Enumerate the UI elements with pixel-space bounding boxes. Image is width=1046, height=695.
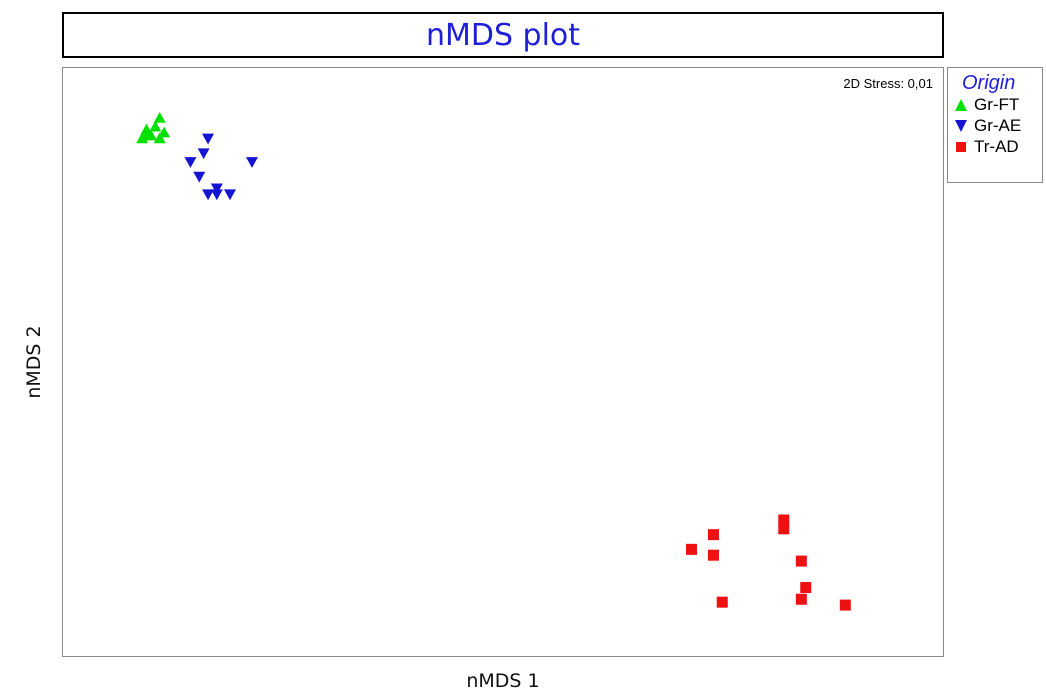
data-point-gr-ae-2 <box>184 157 197 168</box>
scatter-plot <box>136 111 851 611</box>
data-point-gr-ae-6 <box>202 189 215 201</box>
data-point-tr-ad-6 <box>800 581 812 593</box>
data-point-gr-ft-3 <box>158 126 171 138</box>
legend-item-gr-ae: Gr-AE <box>954 115 1042 136</box>
data-point-gr-ft-5 <box>144 129 157 141</box>
data-point-tr-ad-1 <box>778 523 790 535</box>
data-point-gr-ae-5 <box>210 183 223 195</box>
stress-annotation: 2D Stress: 0,01 <box>843 76 933 91</box>
series-gr-ae <box>184 133 258 201</box>
data-point-gr-ae-0 <box>202 133 215 145</box>
data-point-tr-ad-9 <box>839 599 851 611</box>
data-point-gr-ae-8 <box>224 189 237 201</box>
data-point-gr-ae-4 <box>193 171 206 183</box>
data-point-gr-ft-6 <box>153 132 166 144</box>
legend-item-tr-ad: Tr-AD <box>954 136 1042 157</box>
data-point-gr-ft-0 <box>153 111 166 123</box>
square-icon <box>956 141 966 152</box>
data-point-gr-ae-3 <box>245 157 258 168</box>
series-tr-ad <box>685 514 851 611</box>
chart-title: nMDS plot <box>62 12 944 58</box>
legend: Origin Gr-FT Gr-AE Tr-AD <box>947 67 1043 183</box>
data-point-tr-ad-3 <box>707 549 719 561</box>
data-point-tr-ad-7 <box>795 593 807 605</box>
plot-area: 2D Stress: 0,01 <box>62 67 944 657</box>
data-point-gr-ft-2 <box>149 120 162 132</box>
legend-label: Tr-AD <box>974 136 1019 156</box>
legend-title: Origin <box>962 72 1016 94</box>
data-point-tr-ad-5 <box>795 555 807 567</box>
data-point-tr-ad-4 <box>685 543 697 555</box>
legend-item-gr-ft: Gr-FT <box>954 94 1042 115</box>
data-point-gr-ft-1 <box>140 123 153 135</box>
data-point-gr-ft-7 <box>136 132 149 144</box>
series-gr-ft <box>136 111 171 144</box>
data-point-gr-ae-1 <box>197 148 210 160</box>
x-axis-label: nMDS 1 <box>466 670 540 692</box>
data-point-tr-ad-8 <box>716 596 728 608</box>
data-point-tr-ad-2 <box>707 529 719 541</box>
data-point-gr-ae-7 <box>210 189 223 201</box>
legend-label: Gr-FT <box>974 94 1020 114</box>
triangle-down-icon <box>955 119 967 132</box>
data-point-tr-ad-0 <box>778 514 790 526</box>
legend-label: Gr-AE <box>974 115 1022 135</box>
triangle-up-icon <box>955 98 967 111</box>
y-axis-label: nMDS 2 <box>23 325 45 399</box>
